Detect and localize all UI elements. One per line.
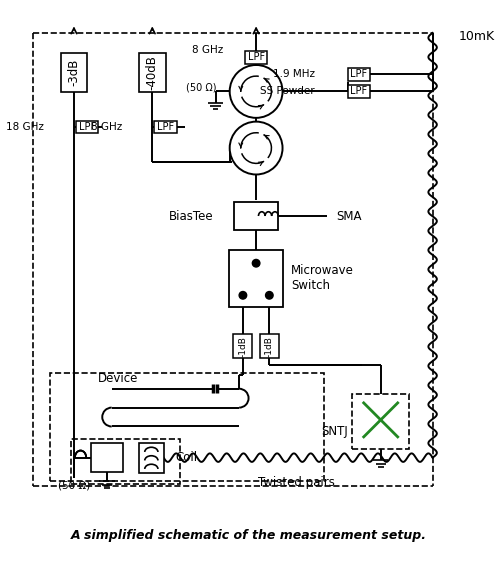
Bar: [352, 395, 409, 449]
Bar: [245, 52, 268, 64]
Bar: [228, 250, 283, 307]
Text: -3dB: -3dB: [68, 59, 80, 86]
Bar: [234, 202, 278, 230]
Text: SMA: SMA: [336, 210, 362, 222]
Text: LPF: LPF: [350, 86, 368, 96]
Text: 10mK: 10mK: [459, 30, 495, 43]
Text: A simplified schematic of the measurement setup.: A simplified schematic of the measuremen…: [70, 528, 426, 541]
Bar: [348, 85, 370, 98]
Bar: [71, 439, 180, 484]
Text: SNTJ: SNTJ: [321, 425, 347, 438]
Text: LPF: LPF: [350, 69, 368, 79]
Text: -1dB: -1dB: [238, 336, 248, 357]
Text: Microwave: Microwave: [291, 264, 354, 277]
Bar: [76, 121, 98, 133]
Text: LPF: LPF: [248, 53, 264, 62]
Bar: [60, 53, 87, 92]
Bar: [154, 121, 177, 133]
Text: 8 GHz: 8 GHz: [91, 122, 122, 132]
Bar: [139, 53, 166, 92]
Bar: [348, 68, 370, 81]
Text: -40dB: -40dB: [146, 55, 159, 90]
Text: SS Powder: SS Powder: [260, 86, 314, 96]
Bar: [260, 335, 279, 358]
Text: Twisted pairs: Twisted pairs: [258, 476, 335, 489]
Text: 1.9 MHz: 1.9 MHz: [272, 69, 314, 79]
Bar: [234, 335, 252, 358]
Text: -1dB: -1dB: [265, 336, 274, 357]
Text: Device: Device: [98, 372, 138, 385]
Text: 18 GHz: 18 GHz: [6, 122, 44, 132]
Text: Coil: Coil: [175, 451, 197, 464]
Bar: [50, 373, 324, 481]
Text: LPF: LPF: [78, 122, 96, 132]
Text: 8 GHz: 8 GHz: [192, 45, 223, 55]
Bar: [91, 443, 123, 472]
Text: (50 Ω): (50 Ω): [186, 83, 216, 92]
Text: LPF: LPF: [157, 122, 174, 132]
Text: BiasTee: BiasTee: [169, 210, 214, 222]
Circle shape: [230, 65, 282, 118]
Bar: [139, 442, 164, 473]
Circle shape: [239, 291, 246, 299]
Circle shape: [266, 291, 273, 299]
Text: (50 Ω): (50 Ω): [58, 480, 90, 490]
Circle shape: [230, 122, 282, 175]
Circle shape: [252, 260, 260, 267]
Text: Switch: Switch: [291, 280, 330, 293]
